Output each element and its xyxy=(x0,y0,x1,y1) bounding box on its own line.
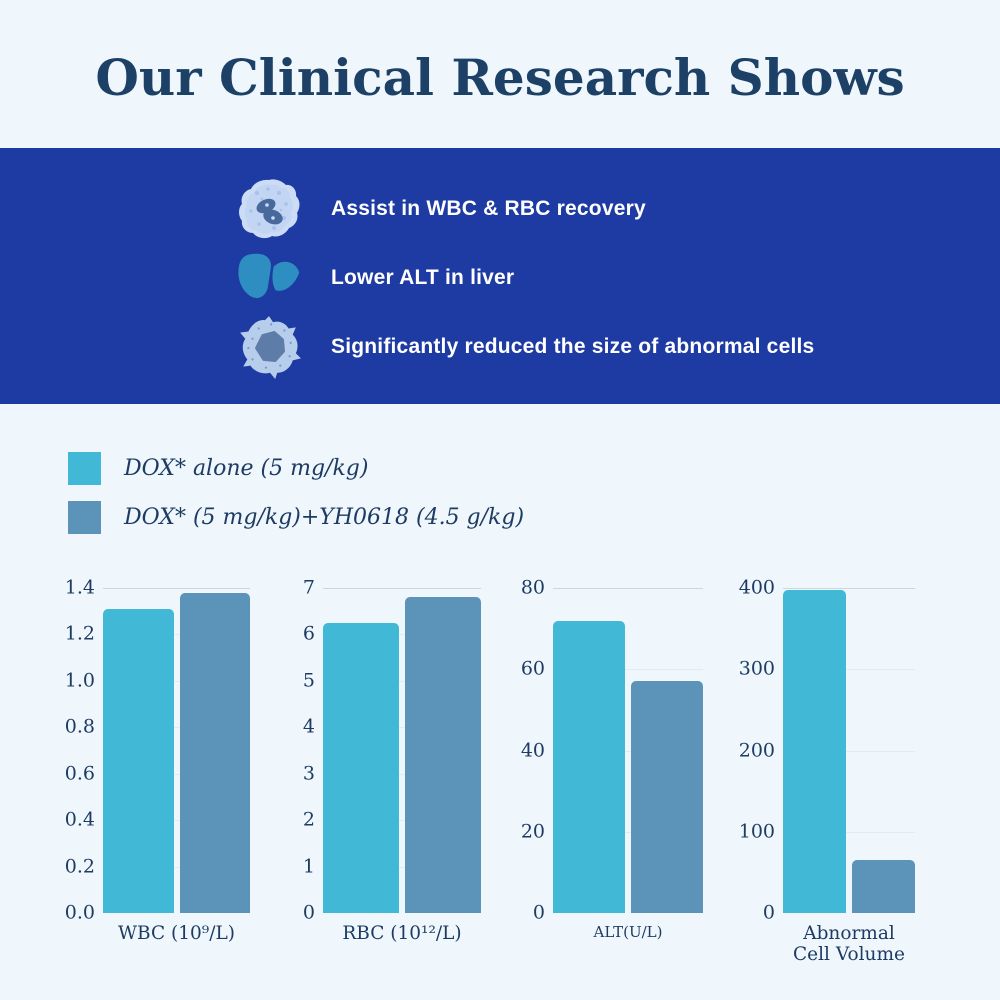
y-tick-label: 3 xyxy=(302,762,315,785)
plot-area xyxy=(323,588,481,913)
y-tick-label: 1.2 xyxy=(64,622,95,645)
y-tick-label: 0.6 xyxy=(64,762,95,785)
gridline xyxy=(323,588,481,589)
y-tick-label: 100 xyxy=(738,820,775,843)
gridline xyxy=(783,588,915,589)
gridline xyxy=(323,773,481,775)
y-tick-label: 1 xyxy=(302,855,315,878)
bar-dox-alone xyxy=(103,608,174,913)
bar-dox-yh0618 xyxy=(405,597,481,913)
y-tick-label: 40 xyxy=(520,739,545,761)
y-tick-label: 2 xyxy=(302,808,315,831)
bar-dox-yh0618 xyxy=(631,681,703,913)
gridline xyxy=(783,669,915,671)
y-axis: 0.0 0.2 0.4 0.6 0.8 1.0 1.2 1.4 xyxy=(45,578,95,922)
banner-label-wbc-rbc: Assist in WBC & RBC recovery xyxy=(331,197,646,220)
y-tick-label: 0.2 xyxy=(64,855,95,878)
gridline xyxy=(103,773,250,775)
gridline xyxy=(103,820,250,822)
banner-row-abnormal-cells: Significantly reduced the size of abnorm… xyxy=(233,314,1000,380)
gridline xyxy=(553,831,703,833)
chart-x-label: ALT(U/L) xyxy=(593,923,663,941)
gridline xyxy=(783,831,915,833)
gridline xyxy=(103,634,250,636)
chart-x-label: WBC (10⁹/L) xyxy=(118,923,235,944)
y-tick-label: 1.0 xyxy=(64,669,95,692)
y-tick-label: 0 xyxy=(302,901,315,924)
y-axis: 0 100 200 300 400 xyxy=(725,578,775,922)
y-tick-label: 7 xyxy=(302,576,315,599)
gridline xyxy=(323,727,481,729)
legend-label-dox-alone: DOX* alone (5 mg/kg) xyxy=(124,456,369,481)
banner-label-abnormal-cells: Significantly reduced the size of abnorm… xyxy=(331,335,815,358)
gridline xyxy=(323,866,481,868)
y-tick-label: 20 xyxy=(520,820,545,843)
y-tick-label: 60 xyxy=(520,657,545,680)
plot-area xyxy=(553,588,703,913)
gridline xyxy=(783,750,915,752)
gridline xyxy=(553,588,703,589)
benefits-banner: Assist in WBC & RBC recovery Lower ALT i… xyxy=(0,148,1000,404)
gridline xyxy=(323,820,481,822)
y-axis: 0 1 2 3 4 5 6 7 xyxy=(265,578,315,922)
bar-dox-yh0618 xyxy=(179,592,250,913)
y-tick-label: 0.0 xyxy=(64,901,95,924)
bar-dox-alone xyxy=(783,589,846,913)
legend-item-dox-yh0618: DOX* (5 mg/kg)+YH0618 (4.5 g/kg) xyxy=(68,501,524,534)
legend-label-dox-yh0618: DOX* (5 mg/kg)+YH0618 (4.5 g/kg) xyxy=(124,505,525,530)
y-tick-label: 80 xyxy=(520,576,545,599)
abnormal-cell-icon xyxy=(233,314,305,380)
y-tick-label: 4 xyxy=(302,715,315,738)
y-tick-label: 0.8 xyxy=(64,715,95,738)
y-tick-label: 6 xyxy=(302,622,315,645)
gridline xyxy=(323,634,481,636)
y-tick-label: 0 xyxy=(762,901,775,924)
gridline xyxy=(323,680,481,682)
legend-swatch-steel xyxy=(68,501,101,534)
y-tick-label: 200 xyxy=(738,739,775,761)
legend-item-dox-alone: DOX* alone (5 mg/kg) xyxy=(68,452,524,485)
gridline xyxy=(103,727,250,729)
gridline xyxy=(103,680,250,682)
bar-dox-yh0618 xyxy=(852,860,915,913)
legend-swatch-cyan xyxy=(68,452,101,485)
page-title: Our Clinical Research Shows xyxy=(95,48,905,107)
chart-legend: DOX* alone (5 mg/kg) DOX* (5 mg/kg)+YH06… xyxy=(68,452,524,534)
plot-area xyxy=(783,588,915,913)
bar-dox-alone xyxy=(553,620,625,913)
plot-area xyxy=(103,588,250,913)
chart-x-label: Abnormal Cell Volume xyxy=(793,923,905,965)
white-blood-cell-icon xyxy=(233,176,305,242)
bar-dox-alone xyxy=(323,622,399,913)
y-tick-label: 5 xyxy=(302,669,315,692)
y-axis: 0 20 40 60 80 xyxy=(495,578,545,922)
gridline xyxy=(553,750,703,752)
gridline xyxy=(553,669,703,671)
gridline xyxy=(103,588,250,589)
y-tick-label: 0.4 xyxy=(64,808,95,831)
y-tick-label: 0 xyxy=(532,901,545,924)
bar-charts-section: 0.0 0.2 0.4 0.6 0.8 1.0 1.2 1.4 WBC (10⁹/L) 0 1 2 3 4… xyxy=(0,578,1000,968)
liver-icon xyxy=(233,245,305,311)
chart-x-label: RBC (10¹²/L) xyxy=(342,923,462,944)
y-tick-label: 400 xyxy=(738,576,775,599)
banner-row-liver: Lower ALT in liver xyxy=(233,245,1000,311)
y-tick-label: 1.4 xyxy=(64,576,95,599)
y-tick-label: 300 xyxy=(738,657,775,680)
banner-row-wbc-rbc: Assist in WBC & RBC recovery xyxy=(233,176,1000,242)
banner-label-liver: Lower ALT in liver xyxy=(331,266,515,289)
gridline xyxy=(103,866,250,868)
